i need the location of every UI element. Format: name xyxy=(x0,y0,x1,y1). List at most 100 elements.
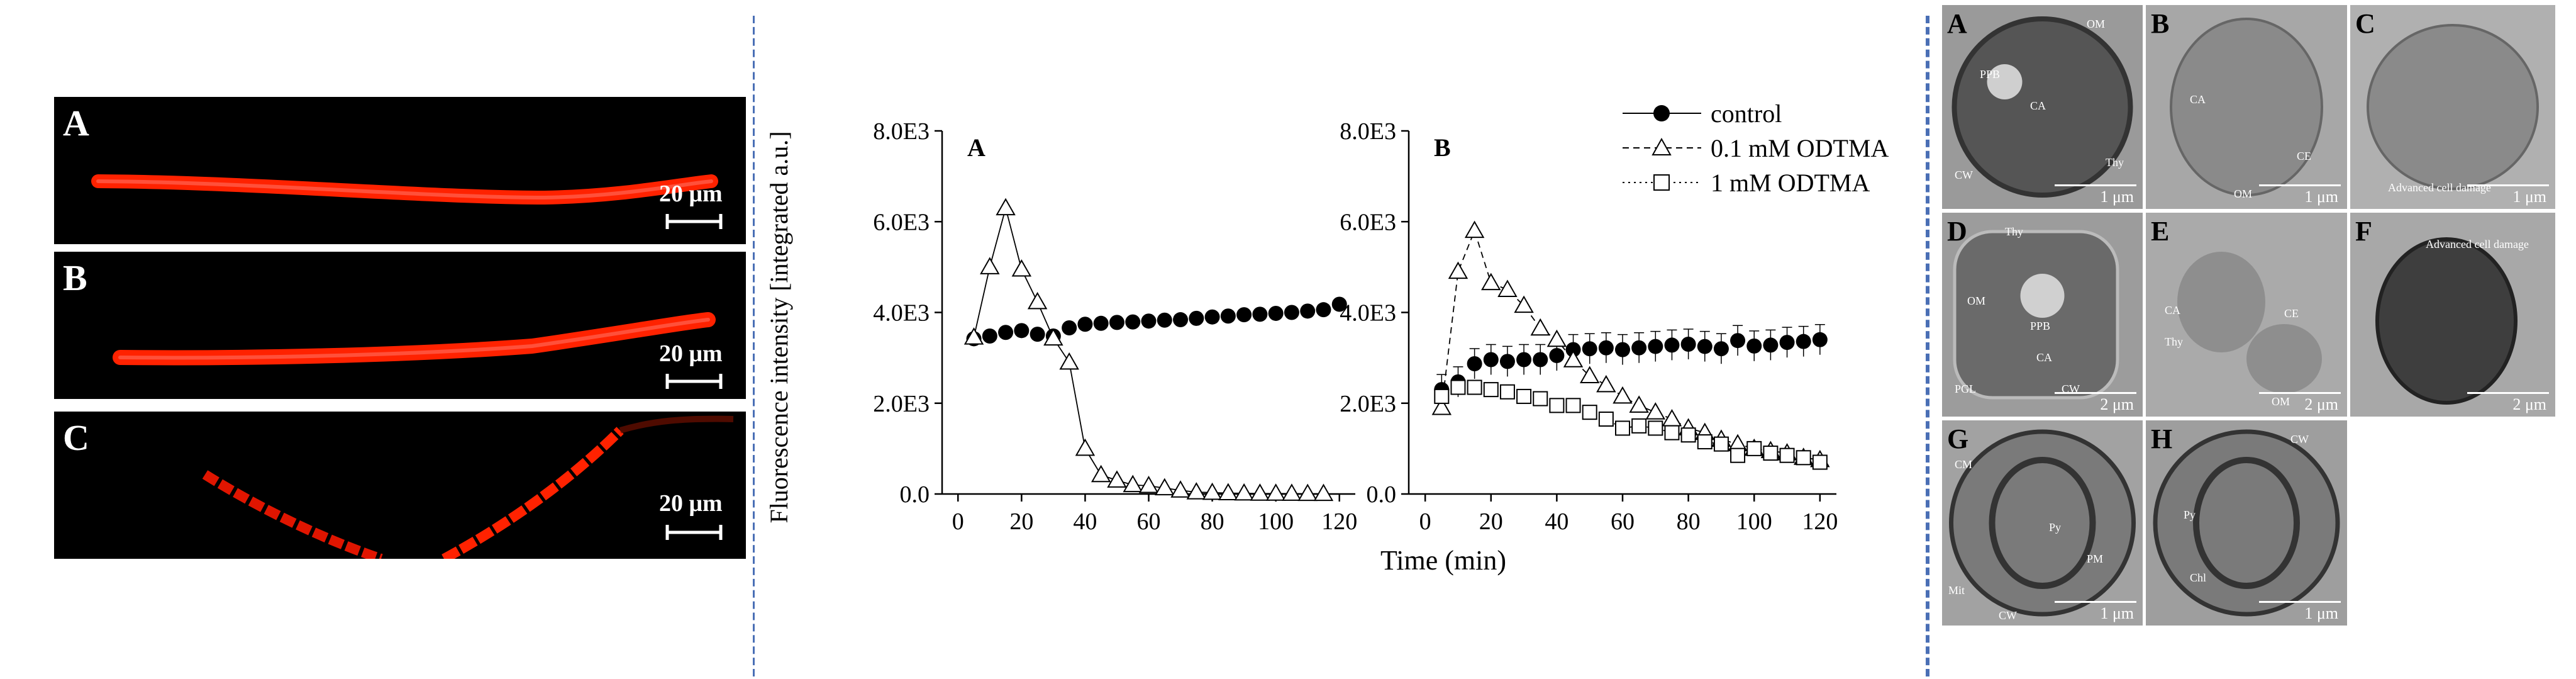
data-point xyxy=(1138,476,1159,493)
filament-image xyxy=(113,312,716,366)
x-tick-label: 0 xyxy=(952,508,964,535)
x-tick-label: 60 xyxy=(1611,508,1635,535)
legend-marker xyxy=(1653,174,1670,191)
data-point xyxy=(1093,315,1109,331)
data-point xyxy=(1316,302,1331,318)
x-tick-label: 20 xyxy=(1479,508,1503,535)
legend-label: 1 mM ODTMA xyxy=(1711,169,1870,197)
x-tick-label: 80 xyxy=(1201,508,1224,535)
data-point xyxy=(1582,405,1597,420)
data-point xyxy=(1483,352,1499,368)
y-tick-label: 8.0E3 xyxy=(1340,118,1396,145)
scale-bar xyxy=(2055,601,2136,603)
scale-bar-label: 1 μm xyxy=(2304,604,2338,622)
data-point xyxy=(1448,261,1468,279)
scale-bar-label: 1 μm xyxy=(2304,188,2338,206)
data-point xyxy=(1565,398,1581,413)
tem-panel-a: A OM PPB CA CW Thy 1 μm xyxy=(1942,5,2143,209)
data-point xyxy=(1516,388,1532,404)
structure-label: OM xyxy=(1967,295,1986,307)
y-tick-label: 6.0E3 xyxy=(1340,209,1396,235)
scale-bar xyxy=(2467,184,2549,186)
data-point xyxy=(982,328,997,344)
structure-label: CW xyxy=(1955,169,1973,181)
data-point xyxy=(1268,305,1284,321)
data-point xyxy=(1467,356,1482,372)
data-point xyxy=(1107,470,1127,488)
y-tick-label: 6.0E3 xyxy=(873,209,930,235)
data-point xyxy=(1680,336,1696,352)
structure-label: CA xyxy=(2165,304,2181,317)
scale-bar-label: 2 μm xyxy=(2304,395,2338,413)
x-tick-label: 60 xyxy=(1137,508,1161,535)
tem-panel-b: B CA CE OM 1 μm xyxy=(2146,5,2347,209)
scale-bar xyxy=(2259,601,2341,603)
tem-panel-f: F Advanced cell damage 2 μm xyxy=(2350,213,2555,417)
data-point xyxy=(1450,379,1466,395)
scale-bar-label: 20 μm xyxy=(659,181,723,207)
panel-letter: E xyxy=(2151,216,2170,247)
data-point xyxy=(1170,480,1191,498)
x-tick-label: 0 xyxy=(1419,508,1431,535)
scale-bar-label: 1 μm xyxy=(2512,188,2546,206)
data-point xyxy=(1763,337,1779,353)
data-point xyxy=(1812,332,1828,347)
scale-bar xyxy=(2467,392,2549,394)
structure-label: OM xyxy=(2234,188,2253,200)
y-axis-label: Fluorescence intensity [integrated a.u.] xyxy=(765,131,793,523)
data-point xyxy=(1680,427,1696,443)
data-point xyxy=(1434,388,1450,404)
data-point xyxy=(1697,339,1713,354)
panel-letter: A xyxy=(1947,8,1967,39)
data-point xyxy=(1236,307,1252,323)
data-point xyxy=(996,198,1016,216)
data-point xyxy=(1796,450,1811,466)
data-point xyxy=(1598,411,1614,427)
legend-marker xyxy=(1653,105,1670,121)
data-point xyxy=(1155,478,1175,496)
series-line xyxy=(1441,386,1821,463)
data-point xyxy=(1204,309,1220,325)
data-point xyxy=(1615,342,1630,357)
y-tick-label: 0.0 xyxy=(900,481,930,508)
structure-label: CA xyxy=(2036,351,2053,364)
structure-label: Py xyxy=(2184,508,2196,521)
tem-panel-h: H CW Py Chl 1 μm xyxy=(2146,420,2347,626)
x-tick-label: 40 xyxy=(1073,508,1097,535)
scale-bar xyxy=(2055,184,2136,186)
tem-panel-c: C Advanced cell damage 1 μm xyxy=(2350,5,2555,209)
data-point xyxy=(1563,350,1584,368)
panel-letter: B xyxy=(63,257,87,298)
structure-label: OM xyxy=(2087,18,2106,30)
structure-label: PGL xyxy=(1955,383,1977,395)
structure-label: CE xyxy=(2297,150,2312,162)
data-point xyxy=(1464,220,1485,238)
structure-label: Py xyxy=(2049,521,2062,534)
data-point xyxy=(1331,296,1347,312)
data-point xyxy=(1059,352,1079,370)
data-point xyxy=(1516,352,1532,368)
data-point xyxy=(1123,474,1143,493)
y-tick-label: 4.0E3 xyxy=(873,300,930,327)
cell-image xyxy=(2367,24,2539,190)
structure-label: CM xyxy=(1955,458,1973,471)
structure-label: CW xyxy=(2290,433,2309,446)
data-point xyxy=(963,327,984,345)
panel-letter: C xyxy=(63,417,89,458)
data-point xyxy=(1631,340,1647,356)
scale-bar-label: 1 μm xyxy=(2100,188,2134,206)
data-point xyxy=(1533,391,1548,407)
data-point xyxy=(1189,310,1204,326)
data-point xyxy=(998,325,1014,340)
data-point xyxy=(1497,279,1518,297)
cell-image xyxy=(2375,237,2518,405)
structure-label: Thy xyxy=(2165,335,2183,348)
cell-image xyxy=(1953,230,2119,400)
panel-letter: H xyxy=(2151,424,2173,454)
panel-letter: F xyxy=(2355,216,2372,247)
data-point xyxy=(1186,482,1207,500)
data-point xyxy=(1062,320,1077,336)
panel-letter: A xyxy=(63,103,89,143)
structure-label: PPB xyxy=(2030,320,2051,332)
panel-letter: G xyxy=(1947,424,1969,454)
